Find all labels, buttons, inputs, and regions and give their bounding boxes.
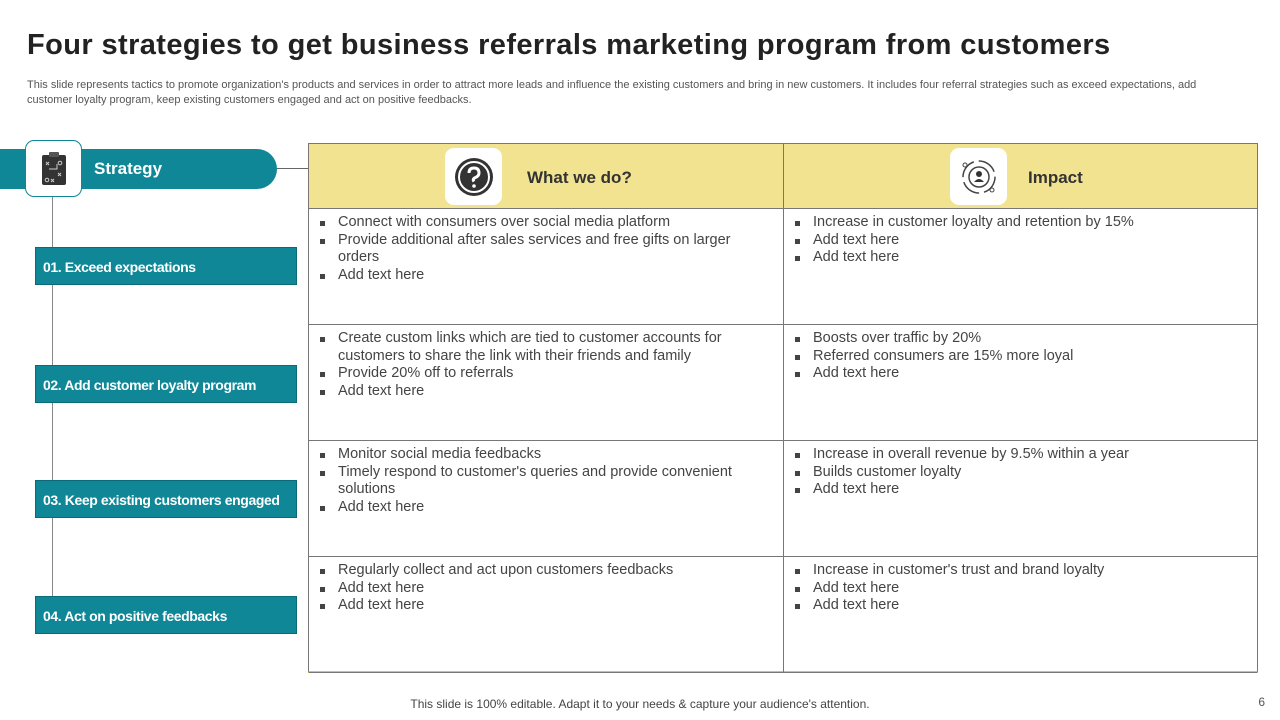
strategy-table: What we do? Impact Connect with consumer…: [308, 143, 1258, 673]
column-divider: [783, 144, 784, 672]
column-header-impact: Impact: [784, 144, 1258, 208]
bullet-item: Timely respond to customer's queries and…: [318, 464, 768, 499]
strategy-item-1: 01. Exceed expectations: [35, 247, 297, 285]
bullet-item: Add text here: [318, 499, 768, 517]
what-cell: Create custom links which are tied to cu…: [318, 330, 768, 400]
bullet-item: Monitor social media feedbacks: [318, 446, 768, 464]
page-title: Four strategies to get business referral…: [27, 29, 1111, 61]
bullet-item: Boosts over traffic by 20%: [793, 330, 1243, 348]
strategy-item-3: 03. Keep existing customers engaged: [35, 480, 297, 518]
table-row: Regularly collect and act upon customers…: [309, 557, 1257, 673]
bullet-item: Add text here: [793, 249, 1243, 267]
strategy-item-2: 02. Add customer loyalty program: [35, 365, 297, 403]
connector-line: [276, 168, 309, 169]
bullet-item: Add text here: [318, 383, 768, 401]
bullet-item: Increase in customer's trust and brand l…: [793, 562, 1243, 580]
bullet-item: Add text here: [793, 232, 1243, 250]
bullet-item: Provide 20% off to referrals: [318, 365, 768, 383]
column-header-what: What we do?: [309, 144, 783, 208]
strategy-item-4: 04. Act on positive feedbacks: [35, 596, 297, 634]
bullet-item: Provide additional after sales services …: [318, 232, 768, 267]
impact-cell: Boosts over traffic by 20% Referred consu…: [793, 330, 1243, 383]
bullet-item: Add text here: [793, 580, 1243, 598]
bullet-item: Connect with consumers over social media…: [318, 214, 768, 232]
strategy-header-label: Strategy: [94, 159, 163, 178]
impact-icon: [950, 148, 1007, 205]
table-row: Monitor social media feedbacks Timely res…: [309, 441, 1257, 557]
bullet-item: Increase in customer loyalty and retenti…: [793, 214, 1243, 232]
bullet-item: Add text here: [793, 597, 1243, 615]
bullet-item: Builds customer loyalty: [793, 464, 1243, 482]
what-cell: Connect with consumers over social media…: [318, 214, 768, 284]
bullet-item: Add text here: [793, 481, 1243, 499]
impact-cell: Increase in overall revenue by 9.5% with…: [793, 446, 1243, 499]
clipboard-strategy-icon: [25, 140, 82, 197]
impact-cell: Increase in customer loyalty and retenti…: [793, 214, 1243, 267]
column-label: Impact: [1028, 168, 1083, 187]
page-subtitle: This slide represents tactics to promote…: [27, 79, 1197, 106]
bullet-item: Referred consumers are 15% more loyal: [793, 348, 1243, 366]
bullet-item: Create custom links which are tied to cu…: [318, 330, 768, 365]
table-row: Connect with consumers over social media…: [309, 209, 1257, 325]
what-cell: Regularly collect and act upon customers…: [318, 562, 768, 615]
bullet-item: Add text here: [793, 365, 1243, 383]
page-number: 6: [1258, 695, 1265, 709]
impact-cell: Increase in customer's trust and brand l…: [793, 562, 1243, 615]
bullet-item: Add text here: [318, 580, 768, 598]
bullet-item: Add text here: [318, 597, 768, 615]
bullet-item: Add text here: [318, 267, 768, 285]
column-label: What we do?: [527, 168, 632, 187]
what-cell: Monitor social media feedbacks Timely res…: [318, 446, 768, 516]
bullet-item: Increase in overall revenue by 9.5% with…: [793, 446, 1243, 464]
footer-note: This slide is 100% editable. Adapt it to…: [410, 697, 870, 711]
question-icon: [445, 148, 502, 205]
bullet-item: Regularly collect and act upon customers…: [318, 562, 768, 580]
